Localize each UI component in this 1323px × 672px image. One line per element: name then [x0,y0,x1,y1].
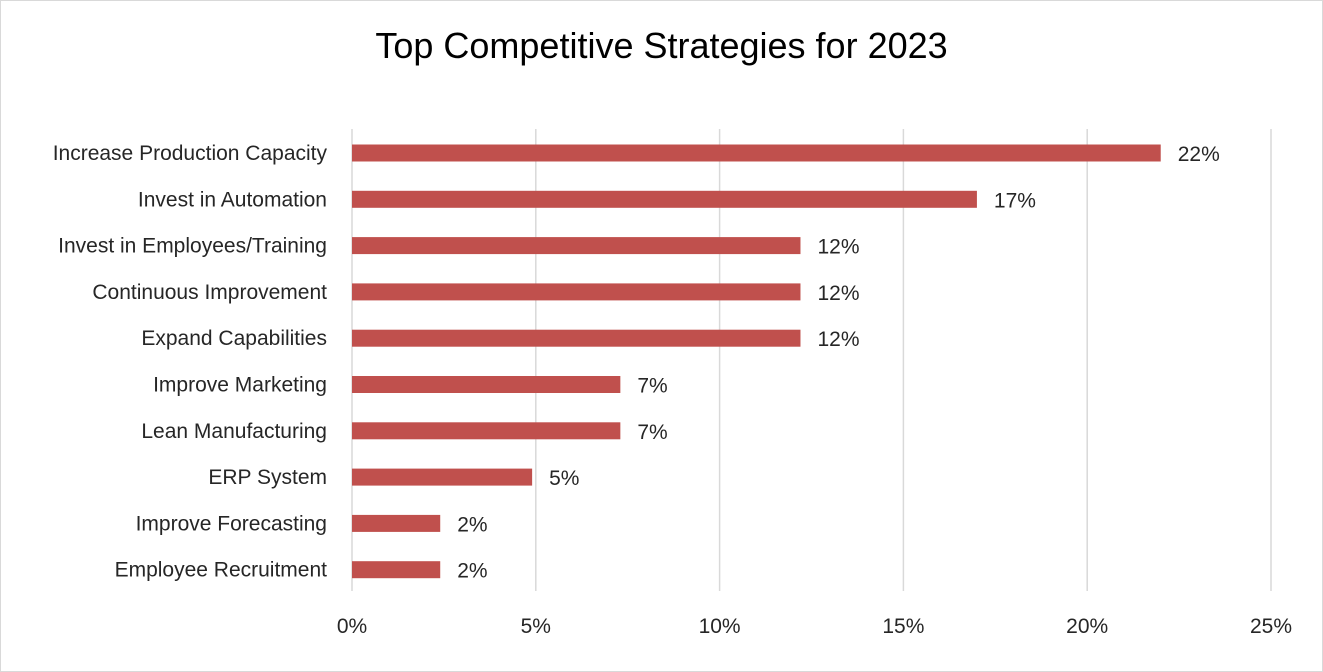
x-tick-label: 25% [1250,615,1292,638]
data-label: 7% [637,421,667,444]
category-label: Increase Production Capacity [53,142,328,165]
category-label: Improve Forecasting [136,512,327,535]
data-label: 5% [549,467,579,490]
bar [352,237,801,255]
category-label: Lean Manufacturing [141,420,327,443]
bar [352,329,801,347]
bar [352,144,1161,162]
data-label: 12% [817,236,859,259]
category-label: Expand Capabilities [141,327,327,350]
category-label: Improve Marketing [153,374,327,397]
category-label: Employee Recruitment [115,559,328,582]
x-axis-tick-labels: 0% 5% 10% 15% 20% 25% [337,615,1292,638]
bar [352,561,441,579]
data-label: 22% [1178,143,1220,166]
category-label: Invest in Employees/Training [58,235,327,258]
data-labels: 22% 17% 12% 12% 12% 7% 7% 5% 2% 2% [457,143,1220,583]
data-label: 17% [994,189,1036,212]
bar [352,514,441,532]
category-label: ERP System [208,466,327,489]
data-label: 7% [637,375,667,398]
data-label: 2% [457,560,487,583]
category-label: Invest in Automation [138,188,327,211]
data-label: 2% [457,513,487,536]
chart-title: Top Competitive Strategies for 2023 [375,25,948,66]
x-tick-label: 20% [1066,615,1108,638]
bar [352,468,533,486]
bars [352,144,1161,579]
bar [352,422,621,440]
data-label: 12% [817,282,859,305]
x-tick-label: 10% [699,615,741,638]
x-tick-label: 15% [882,615,924,638]
bar [352,190,977,208]
category-label: Continuous Improvement [92,281,327,304]
bar [352,283,801,301]
x-tick-label: 5% [521,615,551,638]
data-label: 12% [817,328,859,351]
x-tick-label: 0% [337,615,367,638]
bar [352,376,621,393]
category-labels: Increase Production Capacity Invest in Au… [53,142,328,582]
